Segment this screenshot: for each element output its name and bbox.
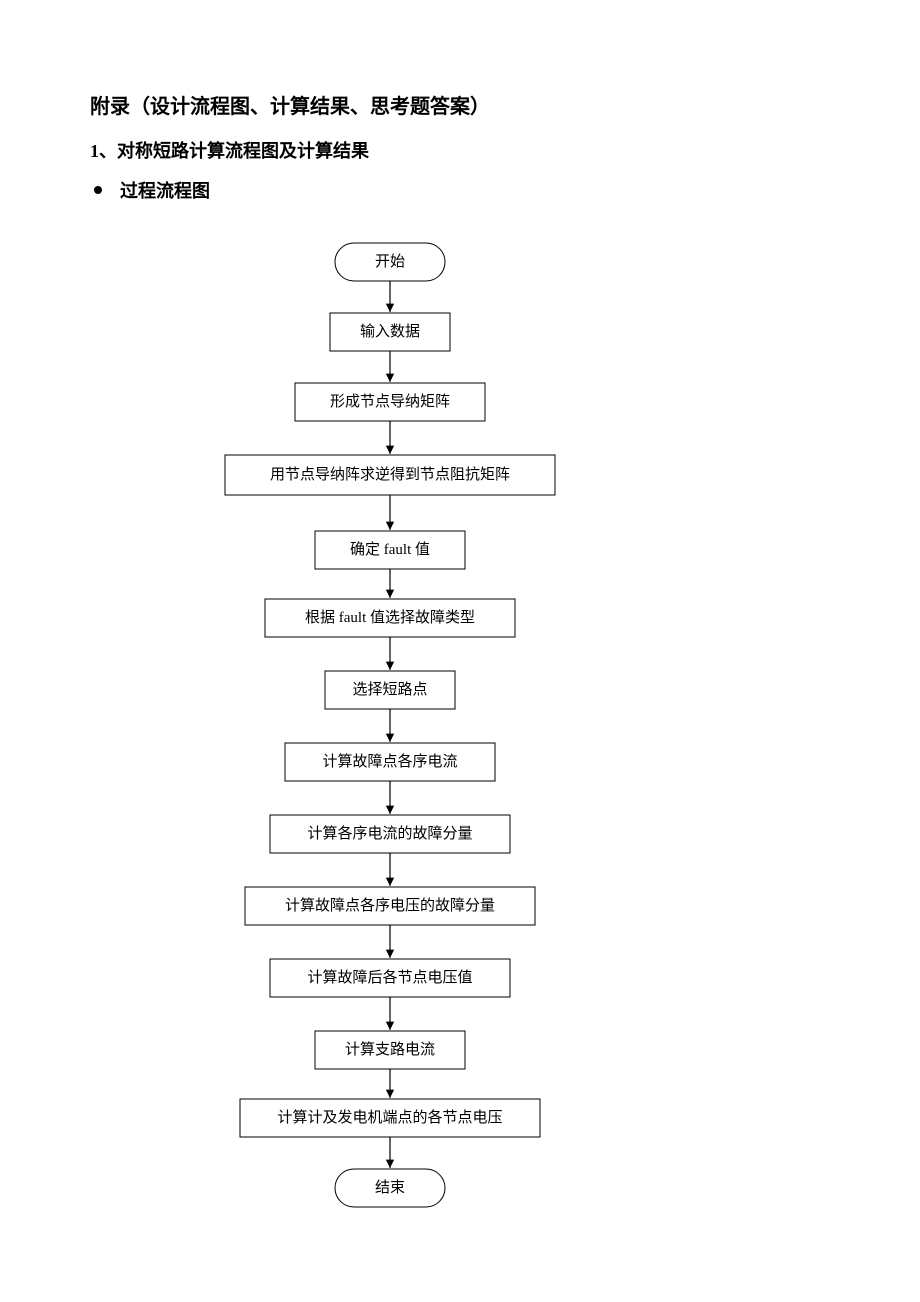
flow-node: 根据 fault 值选择故障类型 bbox=[265, 599, 515, 637]
flow-node-label: 计算支路电流 bbox=[345, 1040, 435, 1058]
bullet-label: 过程流程图 bbox=[120, 177, 210, 203]
flow-node-label: 形成节点导纳矩阵 bbox=[330, 393, 450, 410]
flowchart-container: 开始输入数据形成节点导纳矩阵用节点导纳阵求逆得到节点阻抗矩阵确定 fault 值… bbox=[90, 223, 830, 1228]
flow-node-label: 计算故障后各节点电压值 bbox=[307, 968, 472, 986]
flow-node: 选择短路点 bbox=[325, 671, 455, 709]
flow-node-label: 选择短路点 bbox=[352, 681, 427, 698]
flowchart-svg: 开始输入数据形成节点导纳矩阵用节点导纳阵求逆得到节点阻抗矩阵确定 fault 值… bbox=[90, 223, 830, 1223]
flow-node: 用节点导纳阵求逆得到节点阻抗矩阵 bbox=[225, 455, 555, 495]
section-subtitle: 1、对称短路计算流程图及计算结果 bbox=[90, 137, 830, 163]
flow-node-label: 计算计及发电机端点的各节点电压 bbox=[277, 1108, 502, 1126]
appendix-title: 附录（设计流程图、计算结果、思考题答案） bbox=[90, 90, 830, 119]
flow-node-label: 开始 bbox=[375, 253, 405, 270]
flow-node-label: 确定 fault 值 bbox=[350, 541, 430, 558]
bullet-process-flowchart: 过程流程图 bbox=[90, 177, 830, 203]
flow-node-label: 计算故障点各序电压的故障分量 bbox=[285, 896, 495, 914]
bullet-icon bbox=[94, 186, 102, 194]
page: 附录（设计流程图、计算结果、思考题答案） 1、对称短路计算流程图及计算结果 过程… bbox=[0, 0, 920, 1288]
flow-node: 形成节点导纳矩阵 bbox=[295, 383, 485, 421]
flow-node: 输入数据 bbox=[330, 313, 450, 351]
flow-node: 确定 fault 值 bbox=[315, 531, 465, 569]
flow-node-label: 计算故障点各序电流 bbox=[322, 752, 457, 770]
flow-node: 开始 bbox=[335, 243, 445, 281]
flow-node: 计算故障点各序电压的故障分量 bbox=[245, 887, 535, 925]
flow-node: 结束 bbox=[335, 1169, 445, 1207]
flow-node: 计算故障后各节点电压值 bbox=[270, 959, 510, 997]
flow-node-label: 计算各序电流的故障分量 bbox=[307, 824, 472, 842]
flow-node-label: 结束 bbox=[375, 1179, 405, 1196]
flow-node-label: 输入数据 bbox=[360, 323, 420, 340]
flow-node: 计算计及发电机端点的各节点电压 bbox=[240, 1099, 540, 1137]
flow-node: 计算故障点各序电流 bbox=[285, 743, 495, 781]
flow-node: 计算各序电流的故障分量 bbox=[270, 815, 510, 853]
flow-node-label: 用节点导纳阵求逆得到节点阻抗矩阵 bbox=[270, 466, 510, 483]
flow-node-label: 根据 fault 值选择故障类型 bbox=[305, 608, 475, 626]
flow-node: 计算支路电流 bbox=[315, 1031, 465, 1069]
